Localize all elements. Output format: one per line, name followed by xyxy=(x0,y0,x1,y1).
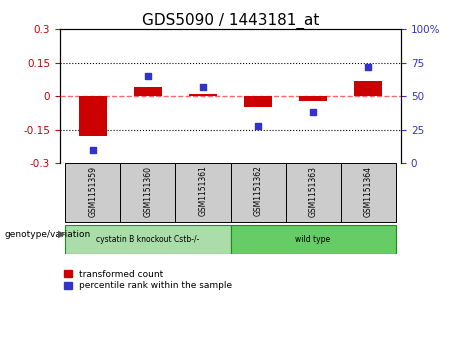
Point xyxy=(364,64,372,70)
Point xyxy=(144,73,152,79)
Text: GSM1151363: GSM1151363 xyxy=(308,166,318,217)
Point xyxy=(254,123,262,129)
Point xyxy=(89,147,97,153)
Text: GSM1151360: GSM1151360 xyxy=(143,166,153,217)
Bar xyxy=(230,163,285,222)
Bar xyxy=(120,163,176,222)
Text: GSM1151359: GSM1151359 xyxy=(89,166,97,217)
Text: ▶: ▶ xyxy=(58,229,65,239)
Bar xyxy=(176,163,230,222)
Bar xyxy=(79,96,106,136)
Bar xyxy=(65,225,230,254)
Text: GSM1151361: GSM1151361 xyxy=(199,166,207,216)
Bar xyxy=(65,163,120,222)
Point xyxy=(199,84,207,90)
Bar xyxy=(355,81,382,96)
Legend: transformed count, percentile rank within the sample: transformed count, percentile rank withi… xyxy=(65,269,232,290)
Point xyxy=(309,109,317,115)
Bar xyxy=(341,163,396,222)
Bar xyxy=(285,163,341,222)
Title: GDS5090 / 1443181_at: GDS5090 / 1443181_at xyxy=(142,13,319,29)
Text: genotype/variation: genotype/variation xyxy=(5,230,91,238)
Bar xyxy=(244,96,272,107)
Text: cystatin B knockout Cstb-/-: cystatin B knockout Cstb-/- xyxy=(96,235,200,244)
Bar xyxy=(299,96,327,101)
Bar xyxy=(189,94,217,96)
Text: GSM1151362: GSM1151362 xyxy=(254,166,262,216)
Text: wild type: wild type xyxy=(296,235,331,244)
Bar xyxy=(134,87,162,96)
Bar xyxy=(230,225,396,254)
Text: GSM1151364: GSM1151364 xyxy=(364,166,372,217)
